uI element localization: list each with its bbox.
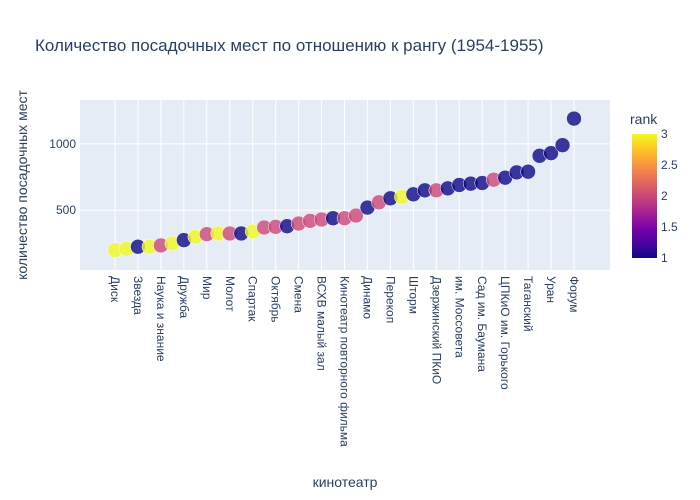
data-point: [520, 163, 536, 180]
x-tick-label: Диск: [108, 276, 122, 303]
x-tick-label: Сад им. Баумана: [475, 276, 489, 372]
x-tick-label: Наука и знание: [154, 276, 168, 362]
x-tick-label: Смена: [292, 276, 306, 313]
x-tick-label: им. Моссовета: [452, 276, 466, 358]
colorbar-tick-label: 1.5: [661, 220, 678, 234]
data-point: [554, 137, 571, 153]
chart-title: Количество посадочных мест по отношению …: [35, 36, 544, 55]
y-tick-label: 1000: [49, 137, 76, 151]
x-tick-label: Перекоп: [383, 276, 397, 323]
data-point: [566, 110, 582, 127]
y-tick-label: 500: [56, 203, 76, 217]
x-tick-label: Кинотеатр повторного фильма: [338, 276, 352, 447]
x-tick-label: Спартак: [246, 276, 260, 322]
x-tick-label: Таганский: [521, 276, 535, 332]
x-tick-label: Молот: [223, 276, 237, 312]
x-axis-title: кинотеатр: [313, 474, 378, 490]
x-tick-label: Дружба: [177, 276, 191, 319]
colorbar-title: rank: [630, 111, 658, 127]
colorbar: [632, 134, 657, 258]
x-tick-label: ЦПКиО им. Горького: [498, 276, 512, 390]
data-point: [348, 207, 364, 224]
x-tick-label: ВСХВ малый зал: [315, 276, 329, 371]
colorbar-tick-label: 1: [661, 251, 668, 265]
colorbar-tick-label: 2: [661, 189, 668, 203]
x-tick-label: Шторм: [406, 276, 420, 314]
x-tick-label: Октябрь: [269, 276, 283, 323]
x-tick-label: Мир: [200, 276, 214, 300]
x-tick-label: Звезда: [131, 276, 145, 315]
data-point: [543, 145, 559, 161]
colorbar-tick-label: 3: [661, 127, 668, 141]
x-tick-label: Уран: [544, 276, 558, 303]
colorbar-tick-label: 2.5: [661, 158, 678, 172]
x-tick-label: Динамо: [360, 276, 374, 319]
y-axis-title: количество посадочных мест: [14, 90, 30, 280]
x-tick-label: Форум: [567, 276, 581, 312]
x-tick-label: Дзержинский ПКиО: [429, 276, 443, 384]
